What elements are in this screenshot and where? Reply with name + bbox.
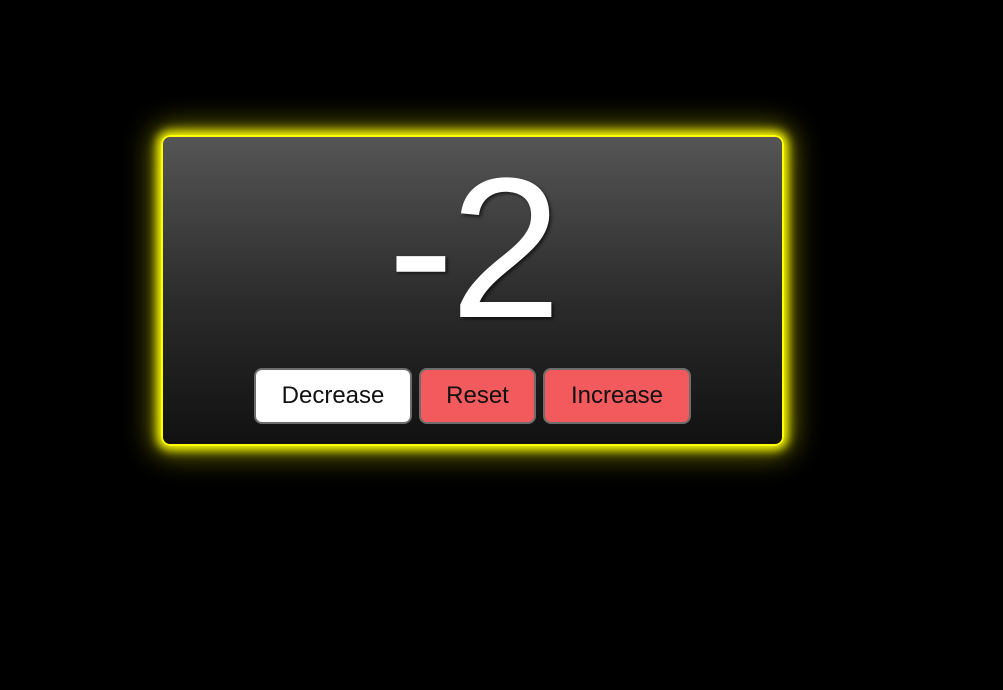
decrease-button[interactable]: Decrease (254, 368, 412, 424)
counter-value: -2 (387, 137, 562, 360)
increase-button[interactable]: Increase (543, 368, 691, 424)
counter-card: -2 Decrease Reset Increase (161, 135, 784, 446)
button-row: Decrease Reset Increase (163, 368, 782, 424)
reset-button[interactable]: Reset (419, 368, 536, 424)
